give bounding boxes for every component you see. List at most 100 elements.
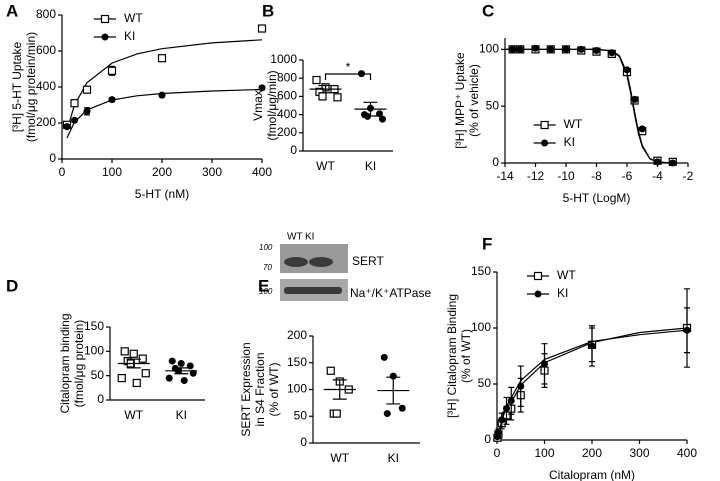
y-axis-label: Citalopram binding — [58, 313, 72, 413]
y-tick-label: 100 — [471, 320, 491, 334]
sem-bar — [318, 84, 333, 94]
x-tick-label: KI — [388, 451, 399, 465]
marker — [516, 45, 524, 53]
marker — [498, 416, 506, 424]
x-tick-label: 0 — [59, 165, 66, 179]
y-tick-label: 50 — [91, 368, 105, 382]
y-tick-label: 50 — [294, 408, 308, 422]
y-tick-label: 0 — [290, 143, 297, 157]
lane-label: WT — [287, 232, 303, 243]
y-tick-label: 800 — [36, 7, 56, 21]
marker — [638, 125, 646, 133]
x-tick-label: 300 — [202, 165, 222, 179]
mw-marker: 70 — [263, 263, 272, 272]
y-tick-label: 0 — [49, 151, 56, 165]
legend-marker — [534, 290, 542, 298]
marker — [547, 45, 555, 53]
legend-label: KI — [557, 286, 568, 300]
x-tick-label: WT — [124, 408, 143, 422]
marker — [532, 44, 539, 52]
x-tick-label: 200 — [582, 446, 602, 460]
marker — [258, 84, 266, 92]
y-axis-label: (% of vehicle) — [467, 64, 481, 137]
sem-bar — [363, 101, 378, 117]
y-axis-label: (fmol/μg protein) — [72, 320, 86, 408]
blot-band — [309, 257, 333, 267]
marker — [83, 107, 91, 115]
marker — [120, 347, 129, 356]
marker — [180, 377, 188, 385]
y-tick-label: 1000 — [270, 52, 297, 66]
y-tick-label: 200 — [287, 328, 307, 342]
x-tick-label: 400 — [252, 165, 272, 179]
marker — [168, 357, 176, 365]
y-axis-label: [³H] 5-HT Uptake — [10, 41, 24, 132]
y-tick-label: 0 — [97, 392, 104, 406]
x-tick-label: WT — [316, 159, 335, 173]
marker — [509, 45, 517, 53]
marker — [654, 158, 661, 166]
marker — [379, 115, 386, 123]
legend-marker — [101, 33, 109, 41]
sem-bar — [332, 379, 347, 400]
y-tick-label: 100 — [287, 382, 307, 396]
y-axis-label: (% of WT) — [267, 363, 281, 417]
marker — [326, 366, 335, 375]
panel-letter: E — [258, 276, 269, 295]
marker — [517, 382, 525, 390]
marker — [389, 372, 397, 380]
fit-curve — [505, 48, 673, 164]
y-tick-label: 0 — [484, 432, 491, 446]
marker — [494, 428, 502, 436]
x-tick-label: -14 — [496, 169, 514, 183]
marker — [71, 116, 78, 124]
marker — [82, 85, 92, 94]
lane-label: KI — [305, 232, 314, 243]
x-tick-label: KI — [176, 408, 187, 422]
marker — [507, 397, 515, 405]
panel-letter: F — [482, 234, 492, 253]
marker — [70, 99, 79, 108]
panel-letter: C — [482, 1, 494, 20]
x-axis-label: 5-HT (nM) — [135, 187, 189, 201]
marker — [312, 75, 321, 85]
sem-bar — [126, 358, 141, 369]
marker — [669, 159, 677, 167]
marker — [63, 123, 71, 131]
x-tick-label: -4 — [652, 169, 663, 183]
x-axis-label: Citalopram (nM) — [549, 468, 635, 481]
y-tick-label: 100 — [84, 344, 104, 358]
y-axis-label: (fmol/μg/min) — [265, 70, 279, 140]
panel-letter: A — [6, 1, 18, 20]
panel-letter: D — [6, 276, 18, 295]
y-tick-label: 600 — [36, 43, 56, 57]
x-tick-label: -2 — [683, 169, 694, 183]
x-tick-label: WT — [330, 451, 349, 465]
y-axis-label: (fmol/μg protein/min) — [24, 32, 38, 142]
western-blot: WT KI 100 70 100 SERT Na⁺/K⁺ATPase — [259, 232, 431, 301]
fit-curve — [66, 39, 263, 131]
marker — [383, 410, 391, 418]
x-axis-label: 5-HT (LogM) — [563, 191, 631, 205]
marker — [683, 326, 691, 334]
marker — [257, 24, 267, 33]
x-tick-label: -8 — [591, 169, 602, 183]
marker — [332, 409, 341, 418]
significance-bracket — [324, 73, 372, 80]
x-tick-label: -10 — [557, 169, 575, 183]
fit-curve — [505, 48, 673, 164]
marker — [398, 404, 406, 412]
y-axis-label: (% of WT) — [459, 329, 473, 383]
marker — [157, 54, 167, 63]
y-tick-label: 400 — [277, 107, 297, 121]
blot-band — [284, 287, 342, 294]
marker — [376, 110, 383, 118]
marker — [541, 360, 548, 368]
marker — [333, 93, 342, 102]
marker — [107, 66, 117, 75]
panel-letter: B — [262, 1, 274, 20]
marker — [608, 49, 616, 57]
legend-label: WT — [564, 117, 583, 131]
marker — [117, 374, 126, 383]
